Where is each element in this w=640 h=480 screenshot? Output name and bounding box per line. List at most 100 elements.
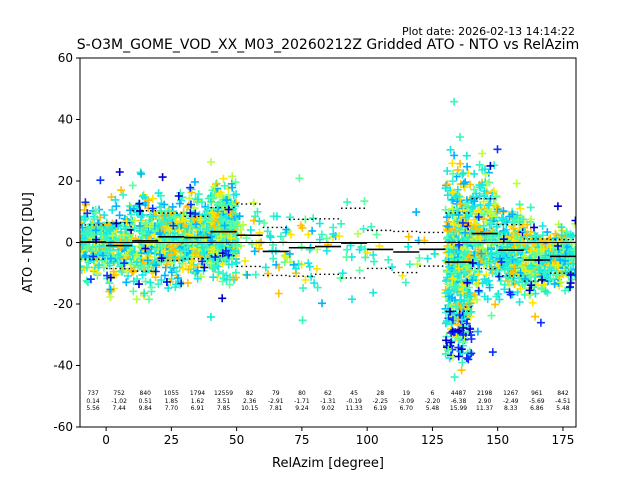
scatter-point: [102, 245, 111, 254]
scatter-point: [530, 251, 539, 260]
bin-stat-labels: 7370.145.56752-1.027.448400.519.8410551.…: [86, 390, 571, 412]
scatter-point: [478, 149, 487, 158]
scatter-point: [475, 192, 484, 200]
scatter-point: [546, 263, 554, 272]
scatter-point: [115, 168, 124, 176]
scatter-point: [487, 311, 496, 320]
scatter-point: [135, 280, 143, 289]
scatter-point: [459, 330, 468, 339]
bin-mean-label: -2.91: [268, 398, 284, 405]
scatter-point: [106, 293, 115, 301]
scatter-point: [527, 281, 536, 290]
scatter-point: [108, 231, 117, 240]
scatter-point: [444, 346, 453, 355]
scatter-point: [480, 292, 489, 301]
scatter-point: [515, 200, 524, 209]
scatter-point: [495, 272, 504, 281]
scatter-point: [132, 295, 141, 304]
bin-std-label: 6.91: [191, 405, 205, 412]
scatter-point: [250, 247, 259, 256]
scatter-point: [475, 160, 484, 169]
bin-std-label: 9.84: [139, 405, 153, 412]
scatter-point: [108, 206, 117, 214]
scatter-point: [317, 230, 326, 239]
scatter-point: [468, 276, 477, 285]
scatter-point: [315, 219, 324, 228]
scatter-point: [220, 181, 229, 190]
scatter-point: [232, 242, 241, 251]
bin-std-label: 9.02: [321, 405, 335, 412]
scatter-point: [99, 251, 107, 260]
scatter-point: [499, 215, 508, 224]
bin-mean-label: -6.38: [451, 398, 467, 405]
scatter-point: [184, 265, 193, 274]
scatter-point: [167, 250, 176, 259]
scatter-point: [301, 276, 310, 284]
scatter-point: [129, 266, 138, 275]
scatter-point: [264, 269, 272, 278]
scatter-point: [243, 271, 252, 279]
scatter-point: [329, 230, 338, 239]
scatter-point: [454, 352, 463, 361]
scatter-point: [117, 186, 126, 195]
bin-std-label: 8.33: [504, 405, 518, 412]
scatter-point: [91, 208, 100, 217]
scatter-point: [463, 278, 472, 287]
x-tick-label: 25: [164, 433, 179, 447]
scatter-point: [158, 173, 167, 182]
scatter-point: [472, 295, 481, 304]
scatter-point: [252, 240, 261, 248]
scatter-point: [157, 206, 166, 215]
scatter-point: [269, 254, 278, 263]
scatter-point: [448, 159, 457, 168]
y-tick-label: -20: [53, 297, 73, 311]
bin-std-label: 5.48: [426, 405, 440, 412]
scatter-point: [443, 244, 452, 253]
scatter-point: [336, 274, 345, 283]
scatter-point: [209, 273, 218, 282]
scatter-point: [443, 213, 451, 222]
scatter-point: [462, 151, 471, 160]
scatter-point: [491, 228, 500, 237]
scatter-point: [225, 207, 234, 216]
bin-count-label: 28: [376, 390, 384, 397]
scatter-point: [307, 272, 316, 281]
scatter-point: [181, 216, 190, 225]
scatter-point: [84, 258, 93, 267]
bin-count-label: 2198: [477, 390, 492, 397]
scatter-point: [479, 215, 488, 224]
scatter-point: [541, 268, 550, 277]
scatter-point: [294, 259, 303, 268]
scatter-point: [211, 253, 220, 262]
scatter-point: [198, 198, 206, 207]
scatter-point: [225, 280, 234, 289]
scatter-point: [154, 189, 163, 198]
scatter-point: [219, 174, 228, 183]
scatter-point: [216, 188, 225, 197]
scatter-point: [551, 257, 560, 266]
scatter-point: [443, 222, 452, 231]
scatter-point: [121, 251, 130, 259]
scatter-point: [207, 158, 215, 166]
scatter-point: [272, 212, 281, 221]
scatter-point: [296, 221, 305, 230]
scatter-point: [266, 233, 275, 242]
scatter-point: [282, 253, 291, 262]
scatter-point: [552, 271, 560, 279]
bin-mean-label: -0.19: [346, 398, 362, 405]
scatter-point: [456, 303, 465, 312]
scatter-point: [525, 286, 534, 295]
scatter-point: [175, 199, 184, 208]
scatter-point: [189, 232, 198, 241]
scatter-point: [343, 245, 352, 254]
scatter-point: [457, 366, 466, 375]
scatter-point: [295, 174, 304, 183]
scatter-point: [169, 221, 178, 230]
scatter-point: [521, 266, 530, 275]
scatter-point: [192, 220, 200, 229]
scatter-point: [92, 226, 100, 235]
scatter-point: [285, 249, 294, 258]
scatter-point: [106, 285, 115, 294]
scatter-point: [143, 256, 152, 265]
